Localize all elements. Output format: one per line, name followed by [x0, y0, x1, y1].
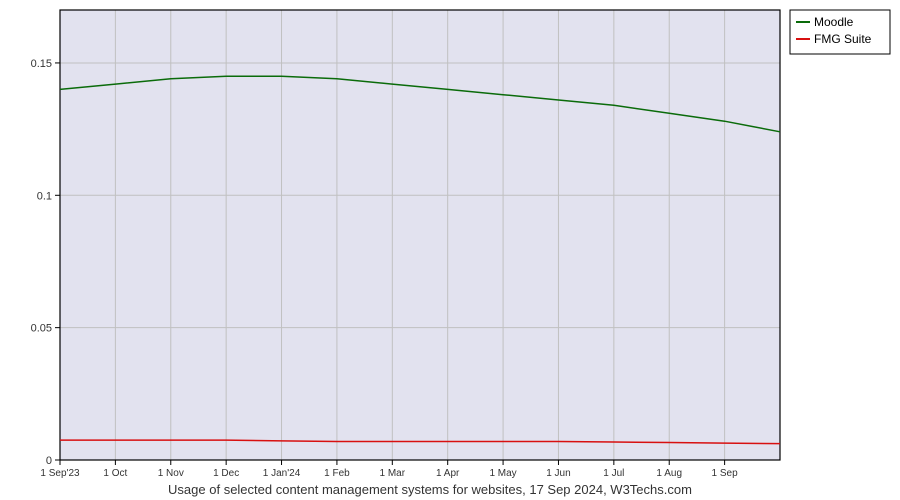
x-tick-label: 1 Oct [103, 468, 127, 479]
x-tick-label: 1 May [489, 468, 516, 479]
x-tick-label: 1 Mar [380, 468, 406, 479]
chart-container: 0 0.05 0.1 0.15 1 Sep'23 1 Oct 1 Nov 1 Dec 1 Jan… [0, 0, 900, 500]
x-tick-label: 1 Jun [546, 468, 570, 479]
x-tick-label: 1 Sep [712, 468, 739, 479]
x-tick-label: 1 Jul [603, 468, 624, 479]
x-tick-label: 1 Feb [324, 468, 350, 479]
chart-caption: Usage of selected content management sys… [168, 482, 692, 497]
legend-label: FMG Suite [814, 32, 872, 46]
x-tick-label: 1 Nov [158, 468, 184, 479]
legend-label: Moodle [814, 15, 854, 29]
x-tick-label: 1 Apr [436, 468, 460, 479]
y-tick-label: 0.15 [31, 58, 52, 70]
line-chart: 0 0.05 0.1 0.15 1 Sep'23 1 Oct 1 Nov 1 Dec 1 Jan… [0, 0, 900, 500]
y-tick-label: 0.05 [31, 323, 52, 335]
x-tick-label: 1 Sep'23 [40, 468, 80, 479]
y-tick-label: 0 [46, 455, 52, 467]
x-tick-label: 1 Jan'24 [263, 468, 301, 479]
x-tick-label: 1 Dec [213, 468, 239, 479]
y-tick-label: 0.1 [37, 190, 52, 202]
x-tick-label: 1 Aug [656, 468, 682, 479]
